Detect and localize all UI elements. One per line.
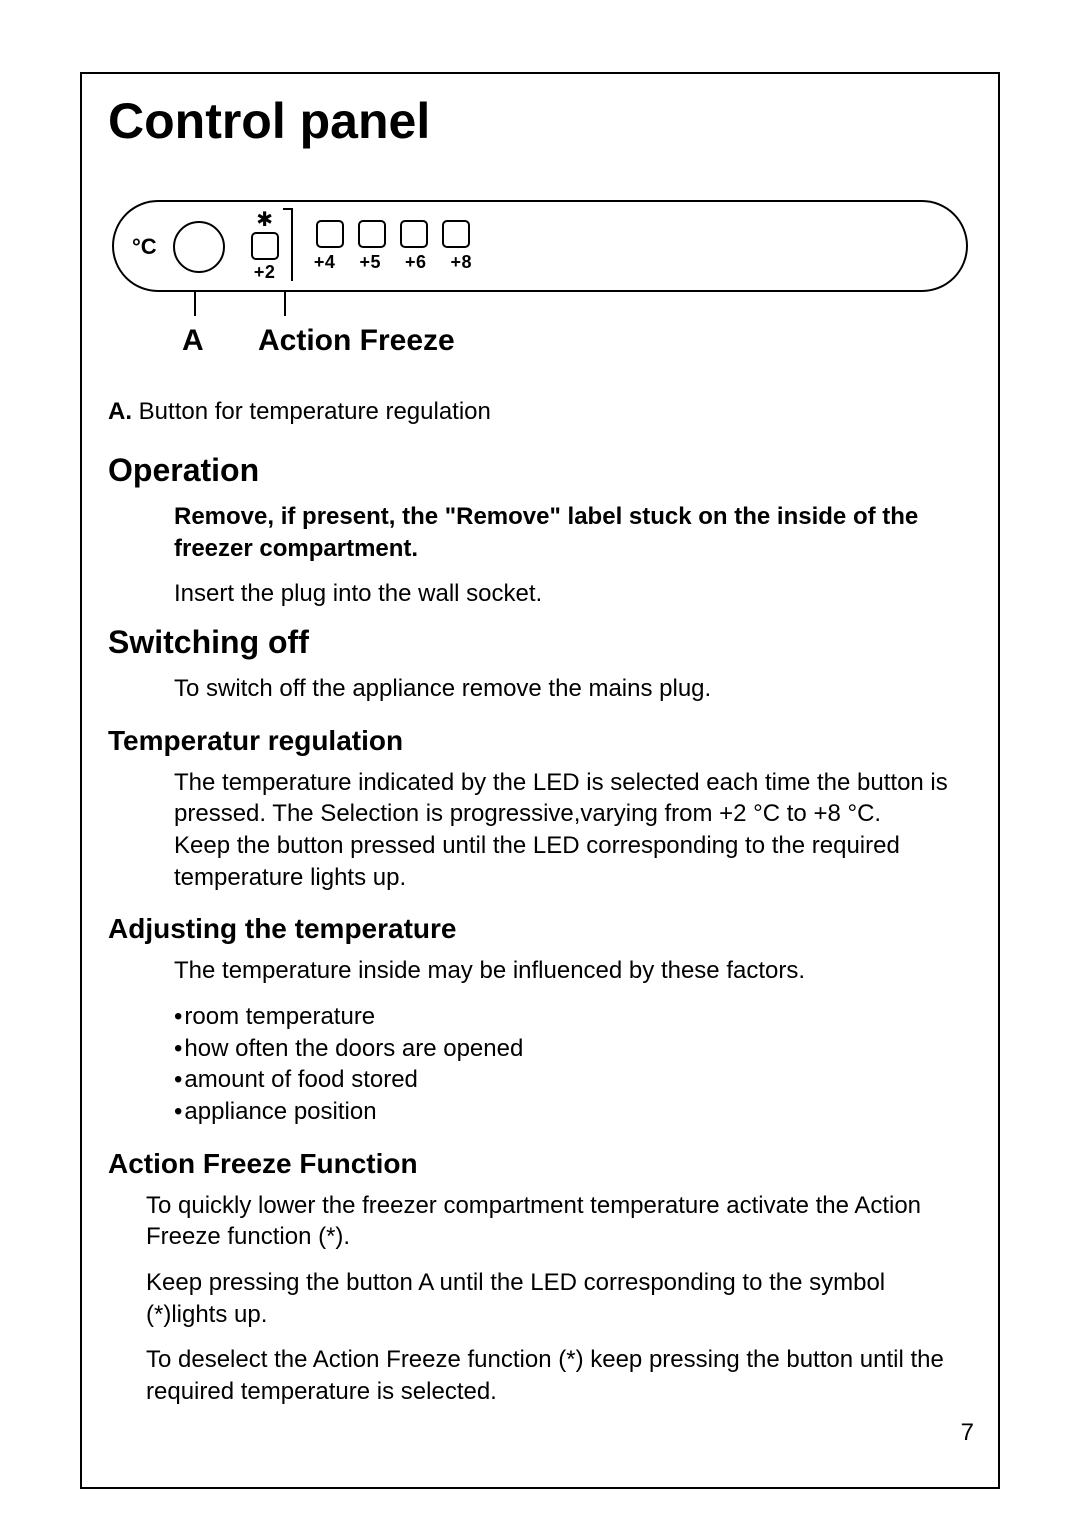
operation-p2: Insert the plug into the wall socket. — [174, 578, 972, 610]
bracket-icon — [283, 208, 293, 238]
adjusting-bullets: room temperature how often the doors are… — [174, 1001, 972, 1128]
temp-label: +6 — [396, 252, 436, 273]
legend-text: Button for temperature regulation — [139, 398, 491, 425]
action-freeze-p1: To quickly lower the freezer compartment… — [146, 1190, 972, 1253]
snowflake-icon: ✱ — [256, 210, 273, 230]
temp-button-icon — [173, 221, 225, 273]
diagram-callouts: A Action Freeze — [182, 324, 972, 358]
operation-p1: Remove, if present, the "Remove" label s… — [174, 501, 972, 564]
callout-a: A — [182, 324, 212, 358]
action-freeze-p3: To deselect the Action Freeze function (… — [146, 1344, 972, 1407]
page-title: Control panel — [108, 92, 972, 150]
list-item: room temperature — [174, 1001, 972, 1033]
list-item: how often the doors are opened — [174, 1033, 972, 1065]
temp-label: +2 — [245, 262, 285, 283]
temp-indicators: ✱ +2 +4 — [239, 210, 482, 283]
temp-label: +8 — [441, 252, 481, 273]
list-item: amount of food stored — [174, 1064, 972, 1096]
led-box — [358, 220, 386, 248]
heading-action-freeze: Action Freeze Function — [108, 1148, 972, 1180]
temp-reg-p1: The temperature indicated by the LED is … — [174, 767, 972, 830]
temp-reg-p2: Keep the button pressed until the LED co… — [174, 830, 972, 893]
page-number: 7 — [961, 1419, 974, 1447]
temp-label: +5 — [350, 252, 390, 273]
action-freeze-indicator: ✱ +2 — [245, 210, 285, 283]
heading-temp-regulation: Temperatur regulation — [108, 725, 972, 757]
legend-a: A. Button for temperature regulation — [108, 398, 972, 426]
page: Control panel °C ✱ +2 — [0, 0, 1080, 1529]
temp-labels-row: +4 +5 +6 +8 — [305, 252, 482, 273]
heading-operation: Operation — [108, 452, 972, 489]
led-box — [251, 232, 279, 260]
content-frame: Control panel °C ✱ +2 — [80, 72, 1000, 1489]
led-box — [400, 220, 428, 248]
action-freeze-p2: Keep pressing the button A until the LED… — [146, 1267, 972, 1330]
switching-off-p1: To switch off the appliance remove the m… — [174, 673, 972, 705]
callout-tick — [194, 292, 196, 316]
heading-adjusting: Adjusting the temperature — [108, 913, 972, 945]
panel-controls: °C ✱ +2 — [132, 210, 481, 283]
legend-key: A. — [108, 398, 132, 425]
callout-tick — [284, 292, 286, 316]
unit-label: °C — [132, 234, 157, 260]
temp-label: +4 — [305, 252, 345, 273]
heading-switching-off: Switching off — [108, 624, 972, 661]
temp-column: +4 +5 +6 +8 — [305, 220, 482, 273]
callout-action-freeze: Action Freeze — [258, 324, 455, 358]
control-panel-diagram: °C ✱ +2 — [108, 176, 972, 316]
adjusting-intro: The temperature inside may be influenced… — [174, 955, 972, 987]
led-box — [316, 220, 344, 248]
led-box — [442, 220, 470, 248]
list-item: appliance position — [174, 1096, 972, 1128]
